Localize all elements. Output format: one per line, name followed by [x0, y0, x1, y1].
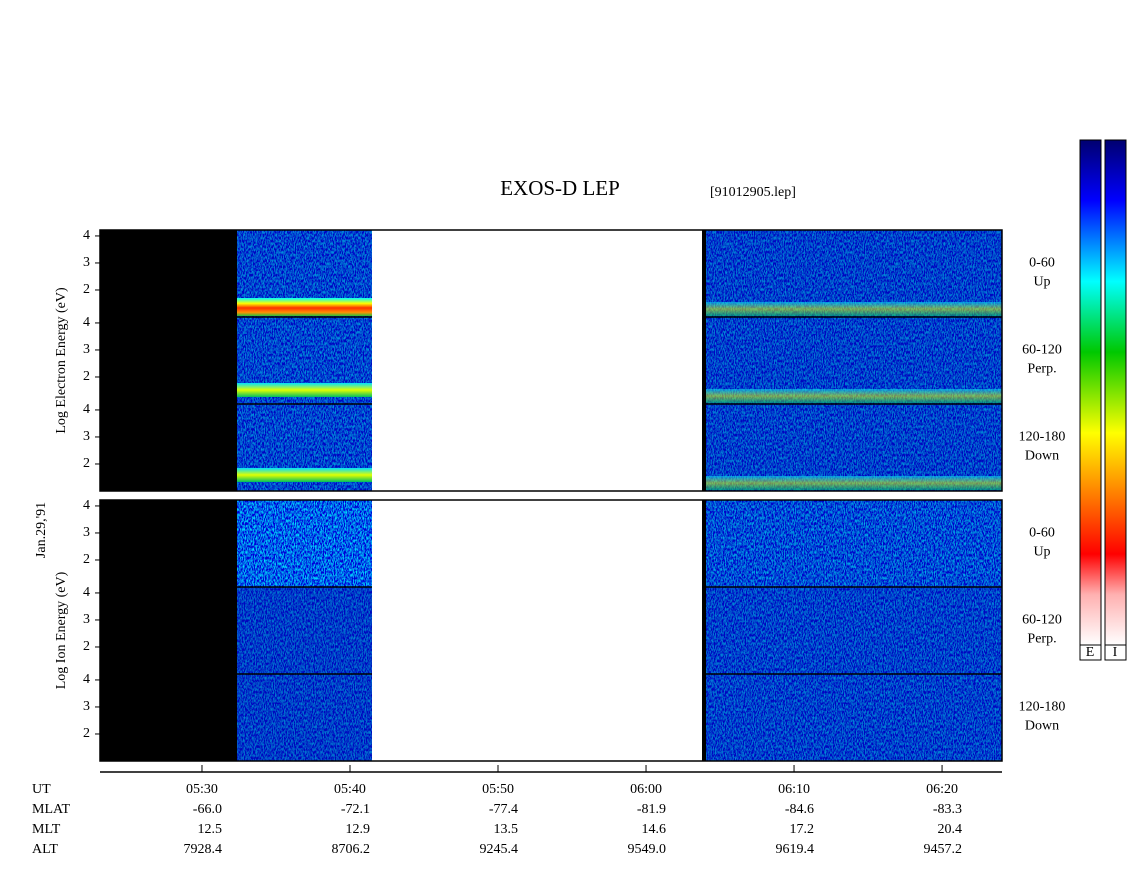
- spectrogram-band: [706, 476, 1002, 490]
- panel-angle: 120-180: [1019, 700, 1066, 715]
- chart-title: EXOS-D LEP: [500, 176, 620, 200]
- y-tick-label: 4: [83, 585, 90, 600]
- y-tick-label: 2: [83, 639, 90, 654]
- panel-angle: 0-60: [1029, 526, 1055, 541]
- ephemeris-value: 9549.0: [628, 842, 667, 857]
- spectrogram-shade: [237, 587, 372, 674]
- file-label: [91012905.lep]: [710, 185, 796, 200]
- spectrogram-band: [237, 383, 372, 397]
- x-tick-label: 05:40: [334, 782, 366, 797]
- ephemeris-value: 9457.2: [924, 842, 963, 857]
- spectrogram: [706, 587, 1002, 674]
- y-tick-label: 4: [83, 315, 90, 330]
- y-tick-label: 3: [83, 525, 90, 540]
- panel-direction: Perp.: [1027, 362, 1056, 377]
- panel-direction: Up: [1033, 275, 1050, 290]
- ephemeris-value: 13.5: [494, 822, 519, 837]
- colorbar-label: E: [1086, 645, 1095, 660]
- y-tick-label: 3: [83, 429, 90, 444]
- y-tick-label: 3: [83, 342, 90, 357]
- spectrogram-shade: [706, 674, 1002, 761]
- panel-angle: 120-180: [1019, 430, 1066, 445]
- ephemeris-value: 12.9: [345, 822, 370, 837]
- ephemeris-value: 12.5: [197, 822, 222, 837]
- ephemeris-value: -66.0: [193, 802, 222, 817]
- ephemeris-value: 9245.4: [480, 842, 519, 857]
- data-gap: [372, 500, 702, 761]
- panel-frame: [99, 229, 1003, 492]
- ephemeris-value: 8706.2: [331, 842, 370, 857]
- panel-angle: 0-60: [1029, 256, 1055, 271]
- no-data: [100, 230, 237, 491]
- panel-direction: Perp.: [1027, 632, 1056, 647]
- y-tick-label: 4: [83, 498, 90, 513]
- panel-angle: 60-120: [1022, 613, 1062, 628]
- spectrogram-band: [237, 298, 372, 316]
- spectrogram-shade: [237, 674, 372, 761]
- panel-direction: Up: [1033, 545, 1050, 560]
- ephemeris-value: 17.2: [790, 822, 815, 837]
- spectrogram: [237, 587, 372, 674]
- y-tick-label: 4: [83, 672, 90, 687]
- panel-angle: 60-120: [1022, 343, 1062, 358]
- panel-frame: [99, 499, 1003, 762]
- panel-direction: Down: [1025, 719, 1059, 734]
- spectrogram-band: [706, 302, 1002, 316]
- ephemeris-value: -77.4: [489, 802, 518, 817]
- x-tick-label: 06:00: [630, 782, 662, 797]
- y-tick-label: 2: [83, 552, 90, 567]
- y-tick-label: 4: [83, 228, 90, 243]
- ephemeris-value: 20.4: [938, 822, 963, 837]
- x-tick-label: 06:10: [778, 782, 810, 797]
- x-tick-label: 05:50: [482, 782, 514, 797]
- ephemeris-value: -81.9: [637, 802, 666, 817]
- data-gap: [372, 230, 702, 491]
- spectrogram-band: [706, 389, 1002, 403]
- spectrogram: [706, 500, 1002, 587]
- y-axis-label: Log Ion Energy (eV): [54, 571, 69, 689]
- colorbar: [1079, 139, 1102, 646]
- gap-edge: [702, 230, 706, 491]
- ephemeris-value: 14.6: [642, 822, 667, 837]
- x-axis-label: UT: [32, 782, 51, 797]
- colorbar-label: I: [1113, 645, 1118, 660]
- y-tick-label: 2: [83, 456, 90, 471]
- x-tick-label: 05:30: [186, 782, 218, 797]
- y-tick-label: 2: [83, 282, 90, 297]
- y-tick-label: 2: [83, 369, 90, 384]
- spectrogram: [237, 674, 372, 761]
- spectrogram-shade: [706, 500, 1002, 587]
- y-tick-label: 3: [83, 699, 90, 714]
- ephemeris-name: MLT: [32, 822, 61, 837]
- ephemeris-value: 7928.4: [183, 842, 222, 857]
- y-tick-label: 3: [83, 612, 90, 627]
- spectrogram-band: [237, 468, 372, 482]
- y-tick-label: 2: [83, 726, 90, 741]
- colorbar: [1104, 139, 1127, 646]
- x-tick-label: 06:20: [926, 782, 958, 797]
- ephemeris-value: 9619.4: [776, 842, 815, 857]
- y-tick-label: 4: [83, 402, 90, 417]
- colorbar-label-box: [1079, 644, 1102, 661]
- y-tick-label: 3: [83, 255, 90, 270]
- ephemeris-name: ALT: [32, 842, 58, 857]
- spectrogram-shade: [706, 587, 1002, 674]
- ephemeris-value: -72.1: [341, 802, 370, 817]
- ephemeris-name: MLAT: [32, 802, 71, 817]
- no-data: [100, 500, 237, 761]
- date-label: Jan.29,'91: [34, 502, 49, 558]
- colorbar-label-box: [1104, 644, 1127, 661]
- y-axis-label: Log Electron Energy (eV): [54, 287, 69, 434]
- ephemeris-value: -84.6: [785, 802, 814, 817]
- spectrogram: [706, 674, 1002, 761]
- spectrogram: [237, 500, 372, 587]
- panel-direction: Down: [1025, 449, 1059, 464]
- ephemeris-value: -83.3: [933, 802, 962, 817]
- gap-edge: [702, 500, 706, 761]
